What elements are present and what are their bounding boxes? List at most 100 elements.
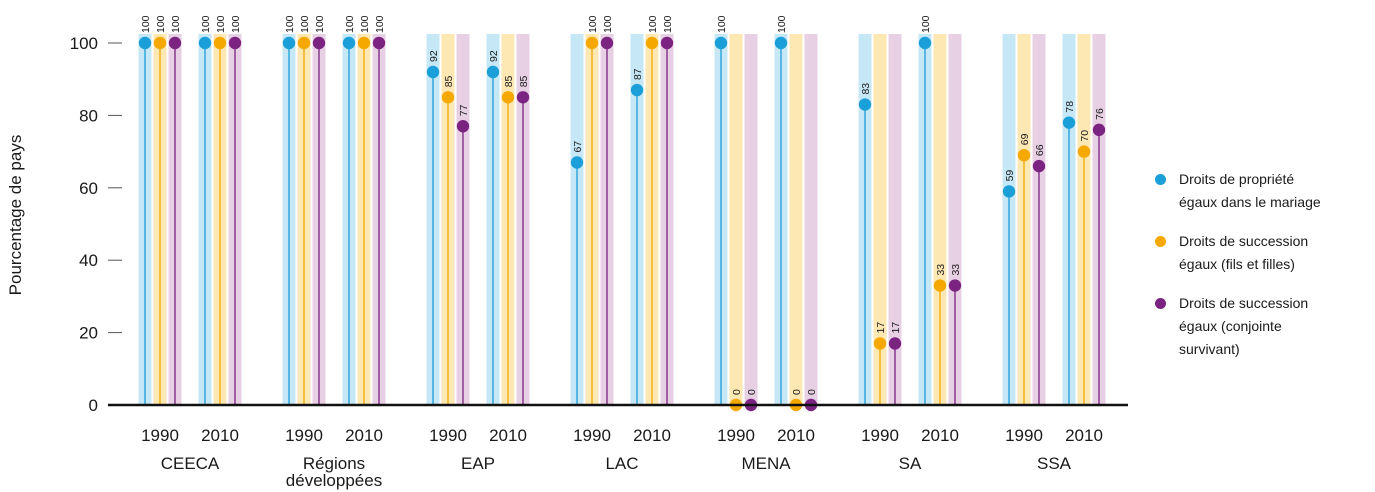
data-label: 100 bbox=[662, 15, 674, 33]
data-point bbox=[168, 36, 182, 50]
data-label: 85 bbox=[443, 75, 455, 87]
legend-label-property: Droits de propriété égaux dans le mariag… bbox=[1179, 171, 1321, 210]
data-point bbox=[228, 36, 242, 50]
data-label: 66 bbox=[1034, 144, 1046, 156]
legend-label-inheritance-spouse: Droits de succession égaux (conjointe su… bbox=[1179, 295, 1309, 357]
data-point bbox=[858, 98, 872, 111]
x-group-label: SSA bbox=[1037, 454, 1072, 473]
data-point bbox=[501, 91, 515, 104]
x-group-label: LAC bbox=[605, 454, 638, 473]
data-point bbox=[282, 36, 296, 50]
data-point bbox=[1077, 145, 1091, 158]
data-label: 59 bbox=[1004, 170, 1016, 182]
x-period-label: 1990 bbox=[573, 426, 611, 445]
legend-swatch-inheritance-spouse bbox=[1155, 298, 1166, 309]
value-band bbox=[948, 34, 962, 405]
value-band bbox=[744, 34, 758, 405]
data-label: 17 bbox=[890, 322, 902, 334]
value-band bbox=[789, 34, 803, 405]
x-period-label: 1990 bbox=[717, 426, 755, 445]
legend-swatch-inheritance-children bbox=[1155, 236, 1166, 247]
data-label: 100 bbox=[284, 15, 296, 33]
data-label: 100 bbox=[170, 15, 182, 33]
data-point bbox=[312, 36, 326, 50]
data-label: 100 bbox=[374, 15, 386, 33]
data-label: 100 bbox=[587, 15, 599, 33]
data-label: 70 bbox=[1079, 130, 1091, 142]
data-label: 100 bbox=[140, 15, 152, 33]
value-band bbox=[888, 34, 902, 405]
data-label: 100 bbox=[215, 15, 227, 33]
data-point bbox=[873, 337, 887, 350]
data-point bbox=[1092, 123, 1106, 137]
x-period-label: 2010 bbox=[921, 426, 959, 445]
data-point bbox=[486, 65, 500, 79]
data-label: 0 bbox=[746, 389, 758, 395]
x-period-label: 1990 bbox=[1005, 426, 1043, 445]
data-label: 100 bbox=[200, 15, 212, 33]
x-period-label: 2010 bbox=[633, 426, 671, 445]
data-point bbox=[660, 36, 674, 50]
data-label: 100 bbox=[716, 15, 728, 33]
data-point bbox=[153, 36, 167, 50]
x-period-label: 2010 bbox=[777, 426, 815, 445]
data-label: 100 bbox=[647, 15, 659, 33]
y-tick-label: 80 bbox=[79, 106, 98, 125]
data-label: 92 bbox=[428, 50, 440, 62]
data-point bbox=[948, 279, 962, 292]
data-point bbox=[198, 36, 212, 50]
x-group-label: CEECA bbox=[161, 454, 220, 473]
data-label: 100 bbox=[155, 15, 167, 33]
data-label: 77 bbox=[458, 104, 470, 116]
data-point bbox=[1062, 116, 1076, 129]
y-tick-label: 40 bbox=[79, 251, 98, 270]
x-period-label: 2010 bbox=[201, 426, 239, 445]
data-point bbox=[516, 91, 530, 104]
data-label: 83 bbox=[860, 83, 872, 95]
data-label: 87 bbox=[632, 68, 644, 80]
data-point bbox=[426, 65, 440, 79]
data-point bbox=[357, 36, 371, 50]
data-label: 92 bbox=[488, 50, 500, 62]
data-label: 85 bbox=[503, 75, 515, 87]
x-group-label: Régions développées bbox=[286, 454, 382, 490]
data-point bbox=[1002, 185, 1016, 198]
data-point bbox=[585, 36, 599, 50]
data-label: 0 bbox=[791, 389, 803, 395]
data-label: 100 bbox=[359, 15, 371, 33]
data-label: 100 bbox=[602, 15, 614, 33]
y-tick-label: 100 bbox=[70, 34, 98, 53]
data-point bbox=[372, 36, 386, 50]
x-period-label: 1990 bbox=[861, 426, 899, 445]
data-label: 100 bbox=[920, 15, 932, 33]
data-point bbox=[1032, 159, 1046, 173]
data-point bbox=[918, 36, 932, 50]
x-period-label: 1990 bbox=[429, 426, 467, 445]
x-period-label: 1990 bbox=[141, 426, 179, 445]
data-point bbox=[456, 120, 470, 133]
x-period-label: 2010 bbox=[345, 426, 383, 445]
data-label: 69 bbox=[1019, 133, 1031, 145]
data-point bbox=[297, 36, 311, 50]
data-point bbox=[714, 36, 728, 50]
y-tick-label: 20 bbox=[79, 324, 98, 343]
legend-item-inheritance-children: Droits de succession égaux (fils et fill… bbox=[1155, 230, 1370, 276]
data-point bbox=[888, 337, 902, 350]
data-label: 85 bbox=[518, 75, 530, 87]
data-label: 100 bbox=[344, 15, 356, 33]
data-label: 100 bbox=[776, 15, 788, 33]
value-band bbox=[729, 34, 743, 405]
data-point bbox=[630, 83, 644, 97]
data-point bbox=[342, 36, 356, 50]
data-point bbox=[645, 36, 659, 50]
data-label: 76 bbox=[1094, 108, 1106, 120]
data-label: 100 bbox=[299, 15, 311, 33]
legend-item-inheritance-spouse: Droits de succession égaux (conjointe su… bbox=[1155, 292, 1370, 361]
x-period-label: 2010 bbox=[489, 426, 527, 445]
y-tick-label: 0 bbox=[89, 396, 98, 415]
data-point bbox=[570, 156, 584, 169]
data-point bbox=[933, 279, 947, 292]
x-period-label: 1990 bbox=[285, 426, 323, 445]
value-band bbox=[873, 34, 887, 405]
